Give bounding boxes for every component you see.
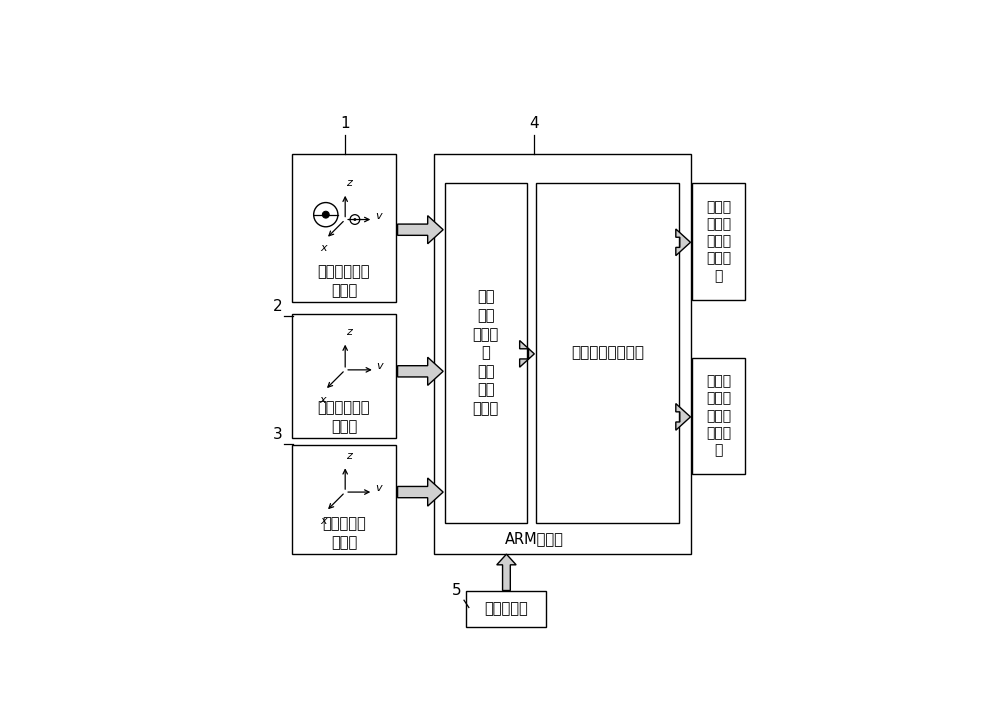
Text: 拓展卡尔曼滤波器: 拓展卡尔曼滤波器 — [571, 345, 644, 360]
Text: z: z — [346, 451, 352, 460]
Bar — [445, 183, 527, 523]
Text: 3: 3 — [272, 427, 282, 442]
Polygon shape — [676, 404, 690, 430]
Text: 三轴磁强计
传感器: 三轴磁强计 传感器 — [322, 516, 366, 550]
Text: 2: 2 — [273, 299, 282, 314]
Text: x: x — [320, 243, 327, 253]
Polygon shape — [398, 478, 443, 506]
Text: x: x — [320, 516, 327, 526]
Text: ARM处理器: ARM处理器 — [505, 531, 564, 546]
Bar — [466, 590, 546, 627]
Text: v: v — [375, 210, 382, 220]
Polygon shape — [520, 340, 534, 367]
Bar — [692, 183, 745, 299]
Text: 5: 5 — [452, 583, 462, 598]
Polygon shape — [676, 229, 690, 256]
Bar — [292, 445, 396, 554]
Text: z: z — [346, 327, 352, 337]
Bar — [292, 314, 396, 438]
Text: z: z — [346, 178, 352, 188]
Text: v: v — [375, 483, 382, 493]
Bar — [536, 183, 679, 523]
Text: 三轴陀螺仪计
传感器: 三轴陀螺仪计 传感器 — [318, 264, 370, 298]
Circle shape — [322, 211, 329, 218]
Text: v: v — [377, 361, 383, 371]
Polygon shape — [398, 358, 443, 386]
Text: 1: 1 — [340, 116, 350, 131]
Circle shape — [353, 218, 356, 221]
Polygon shape — [398, 215, 443, 244]
Text: x: x — [319, 395, 325, 405]
Polygon shape — [497, 554, 516, 590]
Bar — [434, 154, 691, 554]
Bar — [692, 358, 745, 474]
Text: 四元数
三维姿
态惯性
数据输
出: 四元数 三维姿 态惯性 数据输 出 — [706, 374, 731, 457]
Text: 欧拉角
三维姿
态惯性
数据输
出: 欧拉角 三维姿 态惯性 数据输 出 — [706, 200, 731, 283]
Text: 三轴加速度计
传感器: 三轴加速度计 传感器 — [318, 401, 370, 434]
Text: 4: 4 — [530, 116, 539, 131]
Text: 温度传感器: 温度传感器 — [485, 601, 528, 616]
Bar — [314, 202, 338, 227]
Bar — [292, 154, 396, 302]
Text: 前置
低通
滤波器
与
前端
数据
处理器: 前置 低通 滤波器 与 前端 数据 处理器 — [473, 289, 499, 416]
